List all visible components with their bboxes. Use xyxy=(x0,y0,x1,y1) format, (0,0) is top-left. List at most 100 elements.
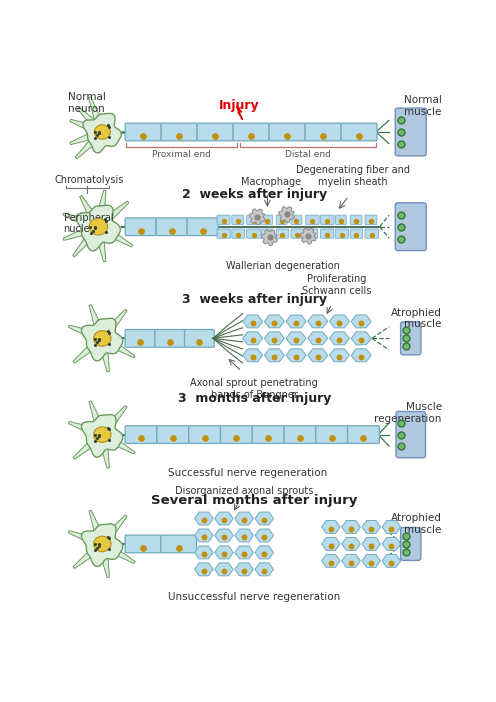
Polygon shape xyxy=(301,228,316,244)
Text: Disorganized axonal sprouts: Disorganized axonal sprouts xyxy=(175,486,313,496)
FancyBboxPatch shape xyxy=(261,215,273,225)
Polygon shape xyxy=(382,538,401,550)
FancyBboxPatch shape xyxy=(155,329,185,347)
Polygon shape xyxy=(70,119,93,131)
FancyBboxPatch shape xyxy=(350,229,363,238)
Polygon shape xyxy=(194,563,213,576)
Polygon shape xyxy=(235,529,253,542)
Text: Atrophied
muscle: Atrophied muscle xyxy=(391,513,442,535)
FancyBboxPatch shape xyxy=(401,322,421,355)
Polygon shape xyxy=(73,439,95,459)
Ellipse shape xyxy=(94,427,111,442)
Polygon shape xyxy=(237,107,243,119)
FancyBboxPatch shape xyxy=(341,123,377,141)
Polygon shape xyxy=(194,512,213,525)
Polygon shape xyxy=(79,195,95,218)
Polygon shape xyxy=(101,350,109,372)
FancyBboxPatch shape xyxy=(320,229,334,238)
Polygon shape xyxy=(81,414,123,457)
Polygon shape xyxy=(68,531,92,543)
Polygon shape xyxy=(194,529,213,542)
Polygon shape xyxy=(279,206,295,223)
Polygon shape xyxy=(194,546,213,559)
Polygon shape xyxy=(83,113,122,153)
Polygon shape xyxy=(235,563,253,576)
Polygon shape xyxy=(75,138,97,159)
Polygon shape xyxy=(107,406,127,428)
Text: 3  weeks after injury: 3 weeks after injury xyxy=(182,293,327,306)
Polygon shape xyxy=(107,515,127,537)
FancyBboxPatch shape xyxy=(188,425,221,444)
FancyBboxPatch shape xyxy=(306,215,319,225)
Text: Peripheral
nucleus: Peripheral nucleus xyxy=(63,213,113,234)
Ellipse shape xyxy=(89,218,108,235)
Polygon shape xyxy=(351,332,371,345)
FancyBboxPatch shape xyxy=(261,229,273,238)
FancyBboxPatch shape xyxy=(125,218,156,236)
Polygon shape xyxy=(111,437,135,454)
Text: Proximal end: Proximal end xyxy=(152,150,211,159)
Text: Chromatolysis: Chromatolysis xyxy=(55,176,124,185)
Ellipse shape xyxy=(94,536,111,552)
Polygon shape xyxy=(255,529,274,542)
Text: Wallerian degeneration: Wallerian degeneration xyxy=(226,260,340,270)
Polygon shape xyxy=(88,97,102,123)
FancyBboxPatch shape xyxy=(365,229,378,238)
Polygon shape xyxy=(342,555,360,567)
FancyBboxPatch shape xyxy=(217,229,231,238)
FancyBboxPatch shape xyxy=(284,425,316,444)
FancyBboxPatch shape xyxy=(335,229,348,238)
Polygon shape xyxy=(81,524,123,567)
Polygon shape xyxy=(329,349,349,362)
Polygon shape xyxy=(362,555,380,567)
FancyBboxPatch shape xyxy=(217,215,230,225)
Text: Normal
neuron: Normal neuron xyxy=(68,92,106,114)
Polygon shape xyxy=(308,349,328,362)
Polygon shape xyxy=(342,538,360,550)
Polygon shape xyxy=(286,349,306,362)
Text: Several months after injury: Several months after injury xyxy=(151,494,358,507)
Text: Muscle
regeneration: Muscle regeneration xyxy=(374,402,442,424)
Polygon shape xyxy=(108,230,132,247)
FancyBboxPatch shape xyxy=(247,229,261,238)
FancyBboxPatch shape xyxy=(350,215,362,225)
Polygon shape xyxy=(255,563,274,576)
FancyBboxPatch shape xyxy=(125,123,161,141)
Polygon shape xyxy=(262,230,277,246)
Polygon shape xyxy=(264,332,284,345)
FancyBboxPatch shape xyxy=(396,411,426,458)
Polygon shape xyxy=(382,555,401,567)
Polygon shape xyxy=(329,332,349,345)
Polygon shape xyxy=(243,332,263,345)
Text: Unsuccessful nerve regeneration: Unsuccessful nerve regeneration xyxy=(168,592,340,602)
Polygon shape xyxy=(215,512,233,525)
Polygon shape xyxy=(76,205,121,251)
Polygon shape xyxy=(382,521,401,534)
FancyBboxPatch shape xyxy=(276,229,289,238)
Polygon shape xyxy=(321,521,340,534)
FancyBboxPatch shape xyxy=(252,425,284,444)
Polygon shape xyxy=(308,315,328,328)
Text: Successful nerve regeneration: Successful nerve regeneration xyxy=(168,468,328,479)
Polygon shape xyxy=(342,521,360,534)
Text: Degenerating fiber and
myelin sheath: Degenerating fiber and myelin sheath xyxy=(296,165,410,187)
FancyBboxPatch shape xyxy=(232,215,244,225)
Polygon shape xyxy=(243,315,263,328)
FancyBboxPatch shape xyxy=(233,123,269,141)
Polygon shape xyxy=(215,529,233,542)
Polygon shape xyxy=(73,549,95,569)
Text: 2  weeks after injury: 2 weeks after injury xyxy=(182,188,327,201)
Text: Macrophage: Macrophage xyxy=(241,177,301,187)
Polygon shape xyxy=(351,315,371,328)
Polygon shape xyxy=(329,315,349,328)
FancyBboxPatch shape xyxy=(306,229,318,238)
FancyBboxPatch shape xyxy=(291,215,302,225)
Polygon shape xyxy=(351,349,371,362)
FancyBboxPatch shape xyxy=(232,229,245,238)
FancyBboxPatch shape xyxy=(316,425,348,444)
FancyBboxPatch shape xyxy=(247,215,261,225)
Polygon shape xyxy=(101,446,109,468)
Polygon shape xyxy=(362,538,380,550)
FancyBboxPatch shape xyxy=(320,215,334,225)
Ellipse shape xyxy=(94,125,111,139)
